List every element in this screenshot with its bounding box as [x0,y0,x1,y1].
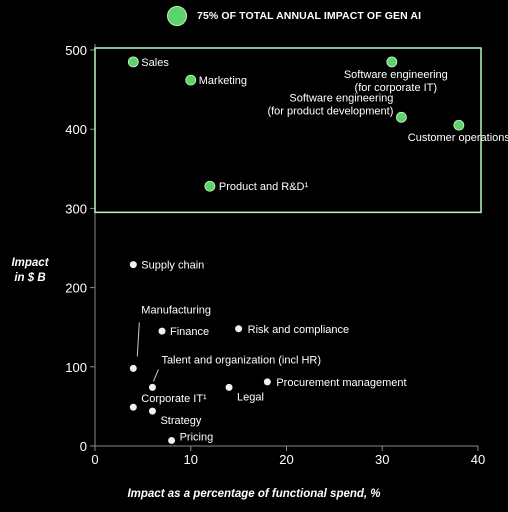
point-label-line: Marketing [199,75,247,87]
point-label-line: Finance [170,326,209,338]
data-point [129,403,137,411]
point-label-line: Legal [237,391,264,403]
point-label-line: Risk and compliance [248,324,350,336]
point-label-line: Procurement management [276,377,406,389]
x-axis-label: Impact as a percentage of functional spe… [127,488,381,500]
point-label: Marketing [199,75,247,87]
point-label-line: Corporate IT¹ [141,393,207,405]
data-point [148,407,156,415]
point-label: Procurement management [276,377,406,389]
data-point [129,364,137,372]
point-label: Risk and compliance [248,324,350,336]
data-point [263,378,271,386]
y-axis-label: Impact in $ B [8,256,52,286]
label-leader-line [136,322,140,357]
data-point [148,383,156,391]
point-label: Software engineering (for corporate IT) [344,69,448,94]
data-point [386,56,398,68]
point-label: Software engineering (for product develop… [267,92,393,117]
point-label-line: Talent and organization (incl HR) [161,354,321,366]
data-point [395,111,407,123]
point-label: Legal [237,391,264,403]
x-tick-label: 20 [279,452,293,467]
y-tick-label: 400 [65,122,87,137]
data-point [225,383,233,391]
point-label-line: Strategy [160,415,201,427]
point-label: Corporate IT¹ [141,393,207,405]
point-label-line: Software engineering [344,69,448,81]
data-point [204,180,216,192]
y-tick-label: 200 [65,281,87,296]
highlight-region-box [94,47,482,214]
y-tick-label: 0 [80,439,87,454]
legend: 75% OF TOTAL ANNUAL IMPACT OF GEN AI [167,6,421,26]
point-label: Talent and organization (incl HR) [161,354,321,366]
x-tick-label: 30 [375,452,389,467]
data-point [453,119,465,131]
y-tick-label: 100 [65,360,87,375]
y-axis-label-line-2: in $ B [14,272,46,284]
point-label: Sales [141,57,169,69]
point-label-line: Software engineering [289,92,393,104]
point-label-line: Sales [141,57,169,69]
point-label: Pricing [180,431,214,443]
point-label: Customer operations [408,132,508,144]
legend-label: 75% OF TOTAL ANNUAL IMPACT OF GEN AI [197,10,422,22]
y-tick-label: 300 [65,201,87,216]
x-tick-label: 0 [91,452,98,467]
data-point [158,327,166,335]
point-label-line: Product and R&D¹ [219,181,309,193]
point-label-line: Customer operations [408,132,508,144]
point-label-line: Manufacturing [141,304,211,316]
point-label-line: Pricing [180,431,214,443]
data-point [127,56,139,68]
y-tick-label: 500 [65,43,87,58]
data-point [185,74,197,86]
point-label: Product and R&D¹ [219,181,309,193]
point-label-line: (for corporate IT) [355,82,438,94]
x-tick-label: 10 [184,452,198,467]
y-axis-label-line-1: Impact [11,257,49,269]
point-label: Strategy [160,415,201,427]
point-label: Finance [170,326,209,338]
point-label: Manufacturing [141,304,211,316]
point-label-line: Supply chain [141,260,204,272]
data-point [129,261,137,269]
point-label: Supply chain [141,260,204,272]
legend-marker [167,6,187,26]
point-label-line: (for product development) [267,105,393,117]
x-tick-label: 40 [471,452,485,467]
label-leader-line [152,369,159,382]
data-point [235,325,243,333]
data-point [168,436,176,444]
